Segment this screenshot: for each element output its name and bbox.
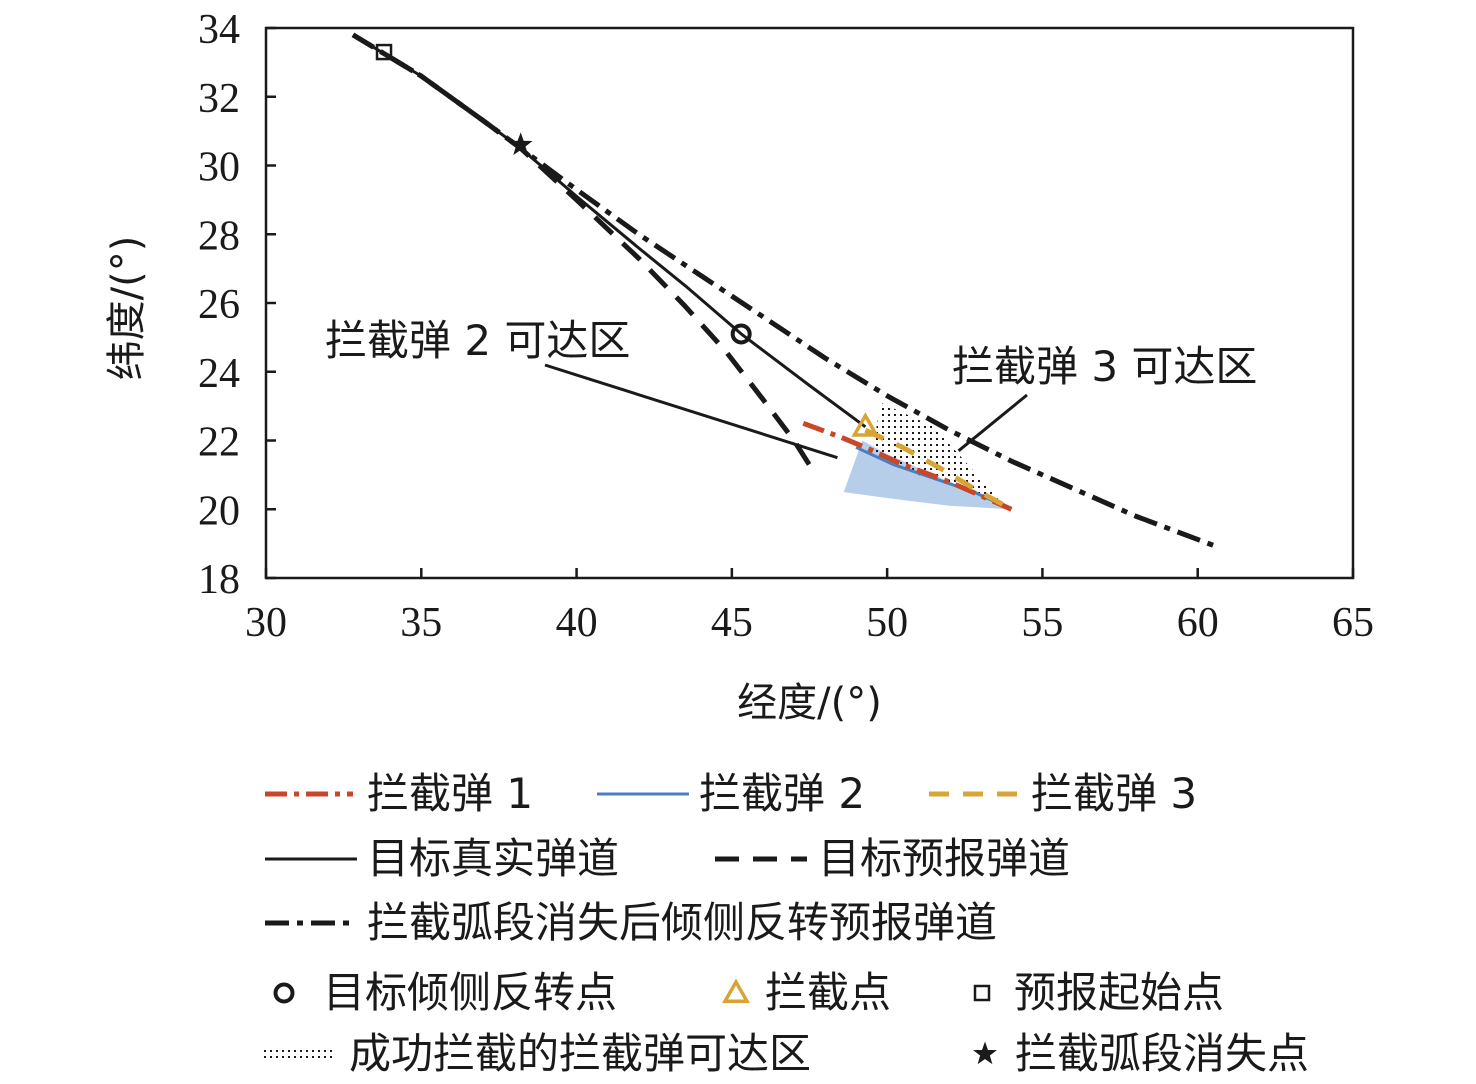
y-tick-label: 28 [198,213,240,259]
y-tick-label: 26 [198,282,240,328]
annotation-leader-anno2 [544,363,838,460]
legend-label: 预报起始点 [1014,968,1224,1017]
legend-swatch-forecast_start [973,984,991,1002]
x-tick-label: 65 [1332,600,1374,646]
marker-forecast_start [375,43,393,61]
region-reach3 [871,402,999,499]
legend-label: 成功拦截的拦截弹可达区 [349,1029,811,1078]
x-tick-label: 35 [400,600,442,646]
marker-roll_point [730,323,752,345]
legend-swatch-roll_point [273,982,295,1004]
legend-swatch-intercept_point [721,978,751,1003]
y-tick-label: 32 [198,76,240,122]
annotation-anno3: 拦截弹 3 可达区 [952,342,1257,391]
y-tick-label: 24 [198,351,240,397]
legend-label: 拦截弹 1 [367,769,533,818]
annotation-leader-anno3 [957,393,1028,452]
legend-label: 拦截弹 3 [1031,769,1197,818]
y-tick-label: 22 [198,420,240,466]
legend-label: 拦截弹 2 [699,769,865,818]
series-line-i3 [864,427,1013,512]
series-line-pred [351,32,818,477]
legend-label: 拦截弧段消失后倾侧反转预报弹道 [367,898,997,947]
series-line-true [352,33,867,429]
y-tick-label: 34 [198,7,240,53]
y-axis-title: 纬度/(°) [104,236,150,381]
legend-label: 拦截弧段消失点 [1015,1029,1309,1078]
x-tick-label: 60 [1177,600,1219,646]
marker-intercept_point [851,412,880,437]
series-line-roll [351,32,1215,548]
legend-label: 目标预报弹道 [818,834,1070,883]
legend-swatch-vanish_point [973,1041,997,1065]
legend-label: 拦截点 [765,968,891,1017]
marker-vanish_point [508,132,533,156]
legend-swatch-reach3 [262,1049,334,1060]
legend-label: 目标真实弹道 [367,834,619,883]
x-axis-title: 经度/(°) [737,680,882,726]
x-tick-label: 50 [866,600,908,646]
y-tick-label: 18 [198,557,240,603]
x-tick-label: 45 [711,600,753,646]
y-tick-label: 20 [198,488,240,534]
x-tick-label: 55 [1021,600,1063,646]
annotation-anno2: 拦截弹 2 可达区 [325,316,630,365]
plot-frame [264,26,1355,580]
legend-label: 目标倾侧反转点 [323,968,617,1017]
x-tick-label: 40 [556,600,598,646]
y-tick-label: 30 [198,145,240,191]
x-tick-label: 30 [245,600,287,646]
